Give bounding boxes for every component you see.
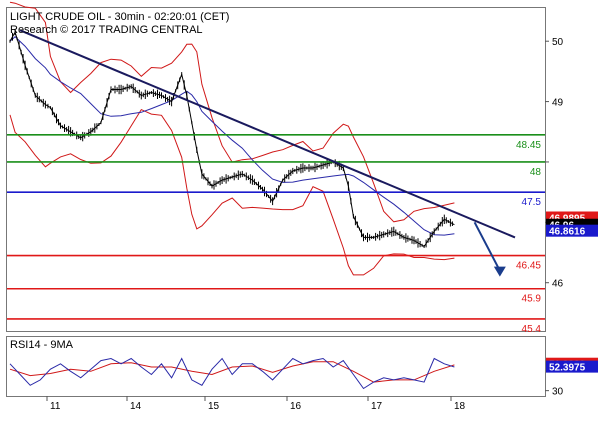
- x-tick-label-0: 11: [50, 401, 61, 412]
- chart-subtitle: Research © 2017 TRADING CENTRAL: [10, 24, 203, 36]
- projection-arrow-head: [493, 266, 506, 277]
- chart-title: LIGHT CRUDE OIL - 30min - 02:20:01 (CET): [10, 11, 229, 23]
- price-y-tick-label-4: 46: [552, 279, 564, 290]
- x-tick-label-2: 15: [208, 401, 220, 412]
- x-tick-label-4: 17: [371, 401, 383, 412]
- price-y-tick-label-1: 49: [552, 98, 564, 109]
- price-tag-2: [546, 224, 598, 237]
- rsi-tag-label-1: 52.3975: [549, 363, 586, 374]
- level-label-4: 45.9: [522, 294, 542, 305]
- rsi-y-tick-label-0: 30: [552, 387, 564, 398]
- x-tick-label-1: 14: [130, 401, 142, 412]
- x-axis: 11 14 15 16 17 18: [46, 396, 466, 412]
- rsi-panel-frame: [6, 336, 546, 397]
- rsi-panel-label: RSI14 - 9MA: [10, 339, 74, 351]
- series-layer: [9, 1, 455, 390]
- level-label-1: 48: [530, 167, 542, 178]
- moving-average: [9, 36, 455, 236]
- rsi-ma-line: [9, 361, 455, 383]
- rsi-line: [9, 357, 455, 390]
- price-panel-frame: [6, 7, 546, 332]
- price-tag-label-2: 46.8616: [549, 227, 586, 238]
- trendline: [19, 29, 516, 239]
- rsi-tag-1: [546, 360, 598, 373]
- level-label-0: 48.45: [516, 140, 541, 151]
- x-tick-label-5: 18: [454, 401, 466, 412]
- projection-arrow-shaft: [473, 221, 501, 272]
- bollinger-lower: [9, 108, 455, 276]
- x-tick-label-3: 16: [290, 401, 302, 412]
- level-label-3: 46.45: [516, 261, 541, 272]
- level-label-5: 45.4: [522, 324, 542, 335]
- close-line: [9, 30, 455, 248]
- level-label-2: 47.5: [522, 197, 542, 208]
- price-tags: 46.989546.9646.861651.992052.3975: [546, 211, 598, 374]
- level-layer: 48.45 48 47.5 46.45 45.9 45.4: [7, 133, 545, 335]
- price-y-tick-label-0: 50: [552, 37, 564, 48]
- bollinger-upper: [9, 1, 455, 223]
- overlay-layer: [19, 29, 516, 277]
